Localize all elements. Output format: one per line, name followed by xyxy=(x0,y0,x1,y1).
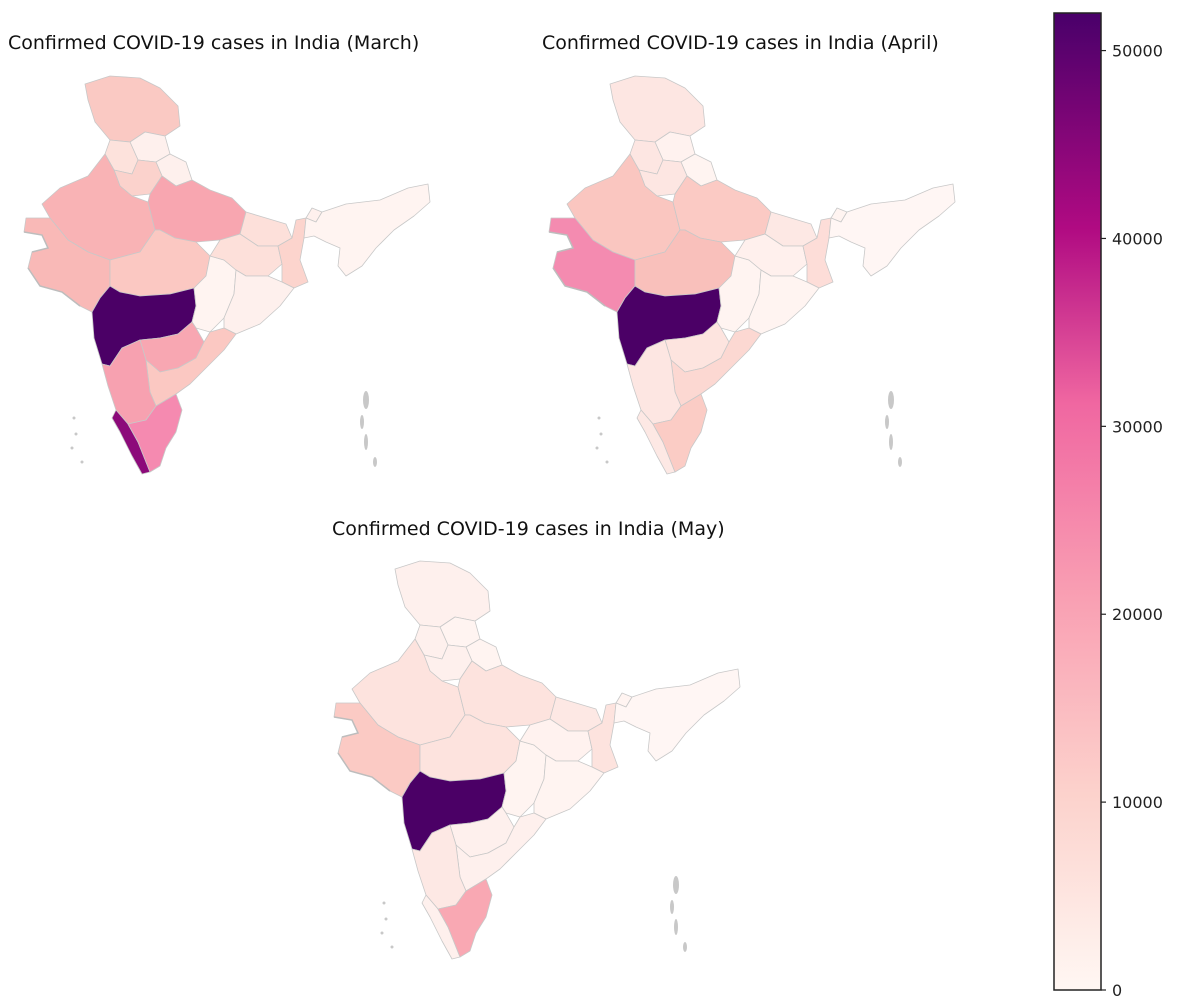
coastline-west xyxy=(333,716,391,792)
island-4 xyxy=(72,416,76,420)
coastline-west xyxy=(23,231,81,307)
state-northeast xyxy=(828,183,956,277)
island-0 xyxy=(673,876,679,894)
state-west-bengal xyxy=(587,702,619,774)
state-karnataka xyxy=(626,339,682,425)
state-jammu-kashmir xyxy=(84,75,181,143)
colorbar-tick-label: 10000 xyxy=(1112,793,1163,812)
island-6 xyxy=(595,446,599,450)
state-karnataka xyxy=(101,339,157,425)
state-tamil-nadu xyxy=(652,393,708,473)
island-1 xyxy=(885,415,889,429)
map-title-may: Confirmed COVID-19 cases in India (May) xyxy=(332,518,725,540)
colorbar-tick-label: 0 xyxy=(1112,981,1122,1000)
island-4 xyxy=(382,901,386,905)
island-5 xyxy=(599,432,603,436)
map-title-march: Confirmed COVID-19 cases in India (March… xyxy=(8,32,420,54)
colorbar-tick-label: 40000 xyxy=(1112,229,1163,248)
map-title-april: Confirmed COVID-19 cases in India (April… xyxy=(542,32,939,54)
island-6 xyxy=(70,446,74,450)
state-tamil-nadu xyxy=(127,393,183,473)
island-1 xyxy=(360,415,364,429)
island-5 xyxy=(384,917,388,921)
state-odisha xyxy=(748,269,820,335)
island-2 xyxy=(364,434,368,450)
colorbar-tick-label: 30000 xyxy=(1112,417,1163,436)
island-3 xyxy=(373,457,377,467)
colorbar-tick-label: 50000 xyxy=(1112,42,1163,61)
state-odisha xyxy=(533,754,605,820)
island-2 xyxy=(674,919,678,935)
state-northeast xyxy=(613,668,741,762)
state-karnataka xyxy=(411,824,467,910)
coastline-west xyxy=(548,231,606,307)
india-map-may xyxy=(333,560,741,960)
state-west-bengal xyxy=(802,217,834,289)
island-5 xyxy=(74,432,78,436)
state-jammu-kashmir xyxy=(394,560,491,628)
island-6 xyxy=(380,931,384,935)
island-7 xyxy=(605,460,609,464)
state-jammu-kashmir xyxy=(609,75,706,143)
state-tamil-nadu xyxy=(437,878,493,958)
colorbar: 0 10000 20000 30000 40000 50000 xyxy=(1053,12,1163,1000)
island-3 xyxy=(898,457,902,467)
india-map-march xyxy=(23,75,431,475)
island-2 xyxy=(889,434,893,450)
island-1 xyxy=(670,900,674,914)
state-northeast xyxy=(303,183,431,277)
island-0 xyxy=(363,391,369,409)
island-7 xyxy=(390,945,394,949)
india-map-april xyxy=(548,75,956,475)
island-4 xyxy=(597,416,601,420)
island-3 xyxy=(683,942,687,952)
island-0 xyxy=(888,391,894,409)
state-odisha xyxy=(223,269,295,335)
colorbar-tick-label: 20000 xyxy=(1112,605,1163,624)
state-west-bengal xyxy=(277,217,309,289)
island-7 xyxy=(80,460,84,464)
colorbar-scale xyxy=(1053,12,1102,991)
